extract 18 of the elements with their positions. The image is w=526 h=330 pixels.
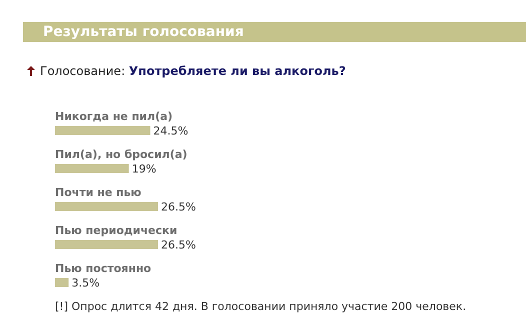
y-tick-label: Пью периодически bbox=[55, 224, 178, 237]
chart-title: Результаты голосования bbox=[43, 24, 244, 40]
y-tick-label: Пью постоянно bbox=[55, 262, 152, 275]
data-label: 26.5% bbox=[161, 200, 196, 214]
data-label: 3.5% bbox=[72, 276, 100, 290]
y-tick-label: Пил(а), но бросил(а) bbox=[55, 148, 188, 161]
text: Голосование: Употребляете ли вы алкоголь? bbox=[40, 64, 346, 78]
text: [!] Опрос длится 42 дня. В голосовании приняло участие 200 человек. bbox=[55, 300, 466, 313]
bar bbox=[55, 278, 69, 287]
data-label: 24.5% bbox=[153, 124, 188, 138]
bar bbox=[55, 126, 150, 135]
bar bbox=[55, 164, 129, 173]
y-tick-label: Никогда не пил(а) bbox=[55, 110, 173, 123]
bar bbox=[55, 240, 158, 249]
bar bbox=[55, 202, 158, 211]
data-label: 26.5% bbox=[161, 238, 196, 252]
y-tick-label: Почти не пью bbox=[55, 186, 142, 199]
data-label: 19% bbox=[132, 162, 156, 176]
